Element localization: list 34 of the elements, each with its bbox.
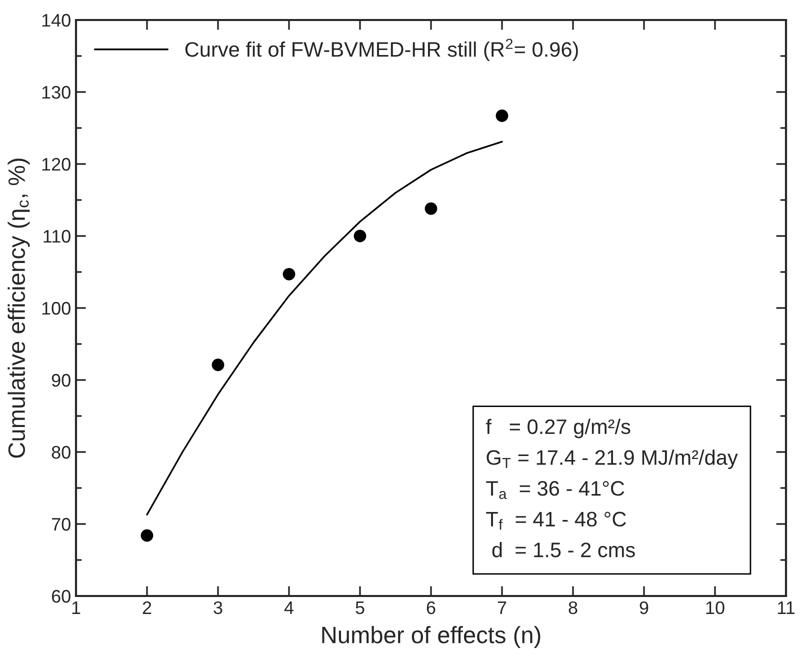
- annotation: T$_{a}$ = 36 - 41°C: [486, 481, 624, 500]
- point: [496, 110, 508, 122]
- x-axis-title: Number of effects (n): [322, 626, 540, 648]
- y-tick-label: 70: [52, 518, 70, 531]
- y-tick-label: 80: [52, 446, 70, 459]
- x-tick-label: 1: [72, 602, 80, 614]
- x-tick-label: 3: [214, 601, 222, 614]
- point: [140, 529, 154, 542]
- point: [424, 202, 438, 215]
- x-tick-label: 2: [142, 601, 152, 614]
- x-tick-label: 10: [706, 601, 724, 614]
- point: [212, 358, 224, 372]
- x-tick-label: 6: [426, 601, 436, 614]
- point: [354, 230, 366, 242]
- annotation: d = 1.5 - 2 cms: [492, 542, 635, 558]
- y-tick-label: 130: [42, 86, 70, 99]
- y-tick-label: 100: [42, 302, 70, 315]
- annotation: T$_{f}$ = 41 - 48 °C: [486, 512, 626, 530]
- x-tick-label: 11: [778, 602, 794, 614]
- y-tick-label: 110: [44, 230, 70, 243]
- x-tick-label: 7: [498, 602, 506, 614]
- y-tick-label: 90: [52, 374, 70, 387]
- annotation: G$_{T}$ = 17.4 - 21.9 MJ/m²/day: [486, 450, 738, 470]
- annotation: f = 0.27 g/m²/s: [486, 418, 630, 438]
- y-tick-label: 140: [42, 14, 70, 27]
- x-tick-label: 5: [356, 602, 364, 614]
- x-tick-label: 9: [640, 601, 648, 614]
- y-tick-label: 60: [52, 590, 70, 603]
- y-tick-label: 120: [42, 158, 70, 171]
- legend-label: Curve fit of FW-BVMED-HR still (R$^{2}$= 0.96): [185, 38, 578, 61]
- y-axis-title: Cumulative efficiency (η$_{c}$, %): [8, 158, 30, 458]
- x-tick-label: 8: [568, 601, 578, 614]
- point: [282, 268, 296, 280]
- x-tick-label: 4: [284, 602, 294, 614]
